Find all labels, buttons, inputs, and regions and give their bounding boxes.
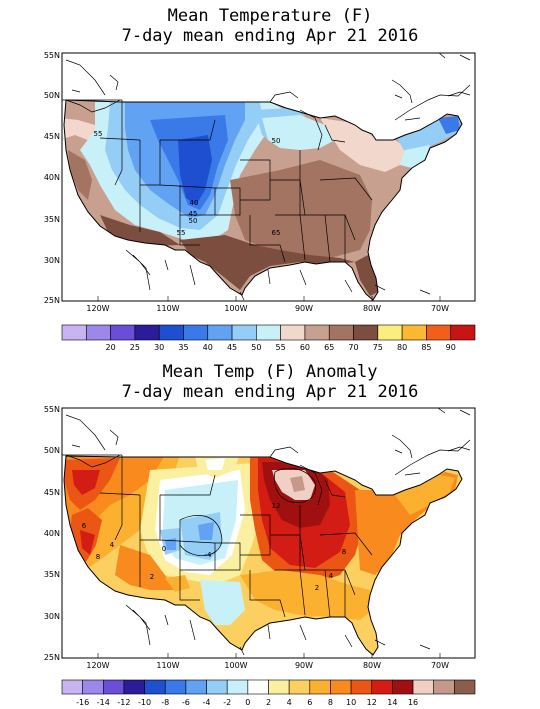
map1-contour-label: 45 [189, 210, 198, 218]
map2-contour-label: 6 [82, 522, 87, 530]
map1-lat-label: 30N [44, 256, 60, 265]
map2-lat-label: 50N [44, 446, 60, 455]
map1-graticule [97, 296, 441, 301]
map1-contour-label: 65 [272, 229, 281, 237]
map1-lon-label: 70W [431, 304, 449, 313]
map1-contour-label: 55 [94, 130, 103, 138]
map1-contour-label: 40 [190, 199, 199, 207]
map1-lon-labels: 120W 110W 100W 90W 80W 70W [86, 304, 449, 313]
map1-contour-labels: 55 50 40 45 50 55 65 [94, 130, 281, 237]
map1-lat-labels: 55N 50N 45N 40N 35N 30N 25N [44, 51, 60, 305]
map2-contour-label: 4 [329, 572, 334, 580]
map1-lon-label: 110W [156, 304, 179, 313]
map1-contour-label: 50 [189, 217, 198, 225]
map2-graticule [97, 653, 441, 658]
map2-title-line1: Mean Temp (F) Anomaly [162, 362, 378, 382]
map2-contour-label: 4 [110, 541, 115, 549]
map2-title-line2: 7-day mean ending Apr 21 2016 [121, 382, 419, 402]
map2-contour-label: 0 [162, 545, 166, 553]
map2-lat-label: 45N [44, 488, 60, 497]
map1-lat-label: 50N [44, 91, 60, 100]
map2-lat-label: 40N [44, 529, 60, 538]
map2-contour-label: 2 [150, 573, 154, 581]
map2-lat-label: 35N [44, 570, 60, 579]
map2-contour-label: 8 [96, 553, 100, 561]
map2-contour-label: 12 [272, 502, 281, 510]
map2-lon-label: 120W [86, 661, 109, 670]
map1-title-line2: 7-day mean ending Apr 21 2016 [121, 26, 419, 46]
map1-lat-label: 45N [44, 132, 60, 141]
map2-contour-labels: 12 6 8 4 -4 2 0 4 8 2 [82, 502, 346, 592]
map1-contour-label: 55 [177, 229, 186, 237]
map2-lon-label: 110W [156, 661, 179, 670]
map1-lat-label: 40N [44, 173, 60, 182]
map1-contour-label: 50 [272, 137, 281, 145]
map1-lat-label: 25N [44, 296, 60, 305]
map1-lat-label: 35N [44, 215, 60, 224]
map1-lon-label: 120W [86, 304, 109, 313]
map2-lat-label: 30N [44, 612, 60, 621]
map2-lon-label: 70W [431, 661, 449, 670]
map2-contour-label: -4 [205, 551, 213, 559]
map2-lon-label: 100W [224, 661, 247, 670]
map2-contour-label: 8 [342, 548, 346, 556]
map2-lat-labels: 55N 50N 45N 40N 35N 30N 25N [44, 405, 60, 662]
map2-lat-label: 25N [44, 653, 60, 662]
map2-lon-label: 80W [363, 661, 381, 670]
map1-lon-label: 80W [363, 304, 381, 313]
map2-lat-label: 55N [44, 405, 60, 414]
map2-contour-label: 2 [315, 584, 319, 592]
map2-lon-labels: 120W 110W 100W 90W 80W 70W [86, 661, 449, 670]
map1-title-line1: Mean Temperature (F) [167, 6, 373, 26]
map1-lon-label: 100W [224, 304, 247, 313]
map1-lon-label: 90W [295, 304, 313, 313]
map1-lat-label: 55N [44, 51, 60, 60]
map2-lon-label: 90W [295, 661, 313, 670]
